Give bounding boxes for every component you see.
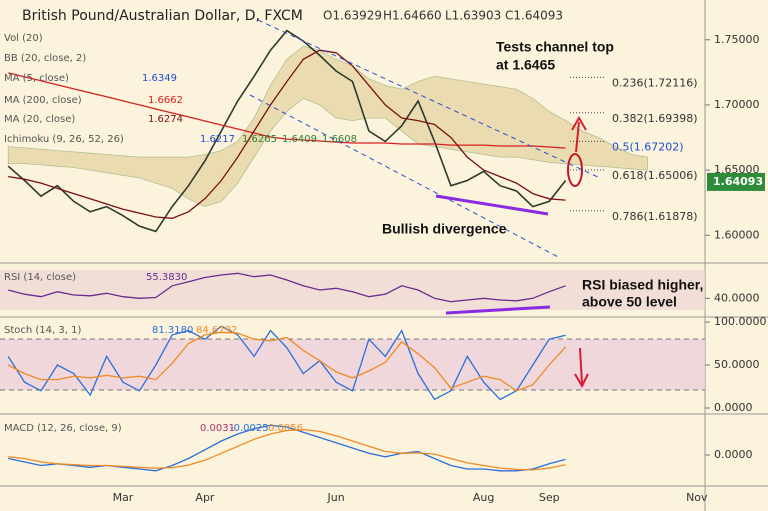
series-line [7,325,566,401]
ohlc: C1.64093 [505,9,563,23]
y-tick-label: 1.75000 [714,33,760,46]
legend-item: Vol (20) [4,33,43,44]
annotation: Bullish divergence [382,221,507,237]
legend-value: 81.3180 [152,325,193,336]
y-tick-label: 100.0000 [714,315,767,328]
legend-value: 1.6662 [148,95,183,106]
x-tick-label: Mar [113,491,134,504]
legend-item: MA (200, close) [4,95,82,106]
fib-label: 0.618(1.65006) [612,169,698,182]
fib-label: 0.382(1.69398) [612,112,698,125]
fib-label: 0.5(1.67202) [612,140,684,153]
legend-item: BB (20, close, 2) [4,53,86,64]
y-tick-label: 1.70000 [714,98,760,111]
y-tick-label: 1.65000 [714,163,760,176]
legend-value: 1.6608 [322,134,357,145]
annotation: Tests channel top [496,39,614,55]
ichimoku-cloud [7,45,648,208]
legend-item: MACD (12, 26, close, 9) [4,423,122,434]
channel-bottom [249,94,561,259]
legend-value: 1.6409 [282,134,317,145]
divergence-line [445,305,551,315]
legend-item: MA (20, close) [4,114,75,125]
series-line [8,272,566,303]
x-tick-label: Nov [686,491,708,504]
annotation: at 1.6465 [496,57,555,73]
legend-value: 0.0031 [200,423,235,434]
series-line [8,72,566,149]
chart-title: British Pound/Australian Dollar, D, FXCM [22,8,303,24]
legend-item: RSI (14, close) [4,272,76,283]
ohlc: H1.64660 [383,9,442,23]
y-tick-label: 1.60000 [714,228,760,241]
legend-value: -0.0025 [230,423,269,434]
legend-value: 1.6349 [142,73,177,84]
y-tick-label: 40.0000 [714,291,760,304]
y-tick-label: 0.0000 [714,401,753,414]
annotation: above 50 level [582,294,677,310]
last-price-label: 1.64093 [713,175,763,188]
stoch-band [0,339,705,390]
x-tick-label: Apr [195,491,215,504]
legend-value: 1.6265 [242,134,277,145]
legend-value: 1.6274 [148,114,183,125]
annotation: RSI biased higher, [582,277,703,293]
ohlc: L1.63903 [445,9,501,23]
fib-label: 0.786(1.61878) [612,210,698,223]
arrow-down [574,347,589,389]
x-tick-label: Jun [327,491,345,504]
ohlc: O1.63929 [323,9,382,23]
series-line [7,29,567,233]
arrow-up [571,116,587,153]
series-line [8,428,566,471]
series-line [7,331,567,392]
rsi-band [0,270,705,310]
fib-label: 0.236(1.72116) [612,76,698,89]
x-tick-label: Sep [539,491,560,504]
legend-value: 55.3830 [146,272,187,283]
y-tick-label: 0.0000 [714,448,753,461]
legend-item: MA (5, close) [4,73,69,84]
y-tick-label: 50.0000 [714,358,760,371]
legend-item: Stoch (14, 3, 1) [4,325,81,336]
legend-item: Ichimoku (9, 26, 52, 26) [4,134,124,145]
legend-value: 84.6792 [196,325,237,336]
plot [7,29,648,472]
last-price-tag [707,172,765,191]
divergence-line [435,194,549,216]
legend-value: 0.0056 [268,423,303,434]
legend-value: 1.6217 [200,134,235,145]
series-line [8,49,566,219]
x-tick-label: Aug [473,491,494,504]
